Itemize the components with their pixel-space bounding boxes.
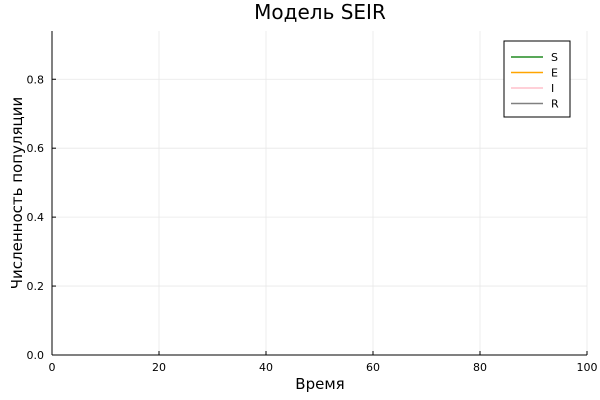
legend-item-e: E	[511, 67, 558, 80]
x-tick-label: 40	[259, 361, 273, 374]
y-tick-label: 0.0	[27, 349, 45, 362]
x-tick-label: 100	[577, 361, 598, 374]
y-tick-label: 0.8	[27, 73, 45, 86]
y-tick-label: 0.6	[27, 142, 45, 155]
legend-items: SEIR	[511, 51, 559, 111]
x-tick-label: 0	[49, 361, 56, 374]
legend-box	[503, 40, 571, 118]
y-tick-label: 0.2	[27, 280, 45, 293]
legend-label: S	[551, 51, 558, 64]
x-tick-label: 80	[473, 361, 487, 374]
x-axis-label: Время	[295, 375, 344, 393]
y-axis-ticks: 0.0 0.2 0.4 0.6 0.8	[27, 73, 56, 362]
legend-label: R	[551, 98, 559, 111]
legend-item-i: I	[511, 82, 554, 95]
x-tick-label: 60	[366, 361, 380, 374]
x-axis-ticks: 0 20 40 60 80 100	[49, 351, 598, 374]
legend-label: I	[551, 82, 554, 95]
y-axis-label: Численность популяции	[8, 97, 26, 289]
legend-label: E	[551, 67, 558, 80]
y-tick-label: 0.4	[27, 211, 45, 224]
legend-item-s: S	[511, 51, 558, 64]
legend-item-r: R	[511, 98, 559, 111]
x-tick-label: 20	[152, 361, 166, 374]
chart-title: Модель SEIR	[254, 0, 386, 24]
legend: SEIR	[503, 40, 571, 118]
